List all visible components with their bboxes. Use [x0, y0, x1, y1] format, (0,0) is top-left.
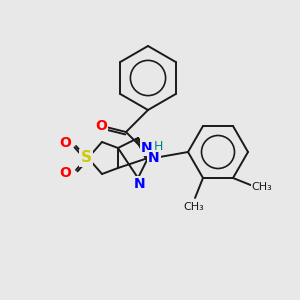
- Text: O: O: [59, 166, 71, 180]
- Text: CH₃: CH₃: [184, 202, 204, 212]
- Text: N: N: [134, 177, 146, 191]
- Text: H: H: [153, 140, 163, 152]
- Text: O: O: [59, 136, 71, 150]
- Text: CH₃: CH₃: [252, 182, 272, 192]
- Text: S: S: [80, 151, 92, 166]
- Text: N: N: [141, 141, 153, 155]
- Text: O: O: [95, 119, 107, 133]
- Text: N: N: [148, 151, 160, 165]
